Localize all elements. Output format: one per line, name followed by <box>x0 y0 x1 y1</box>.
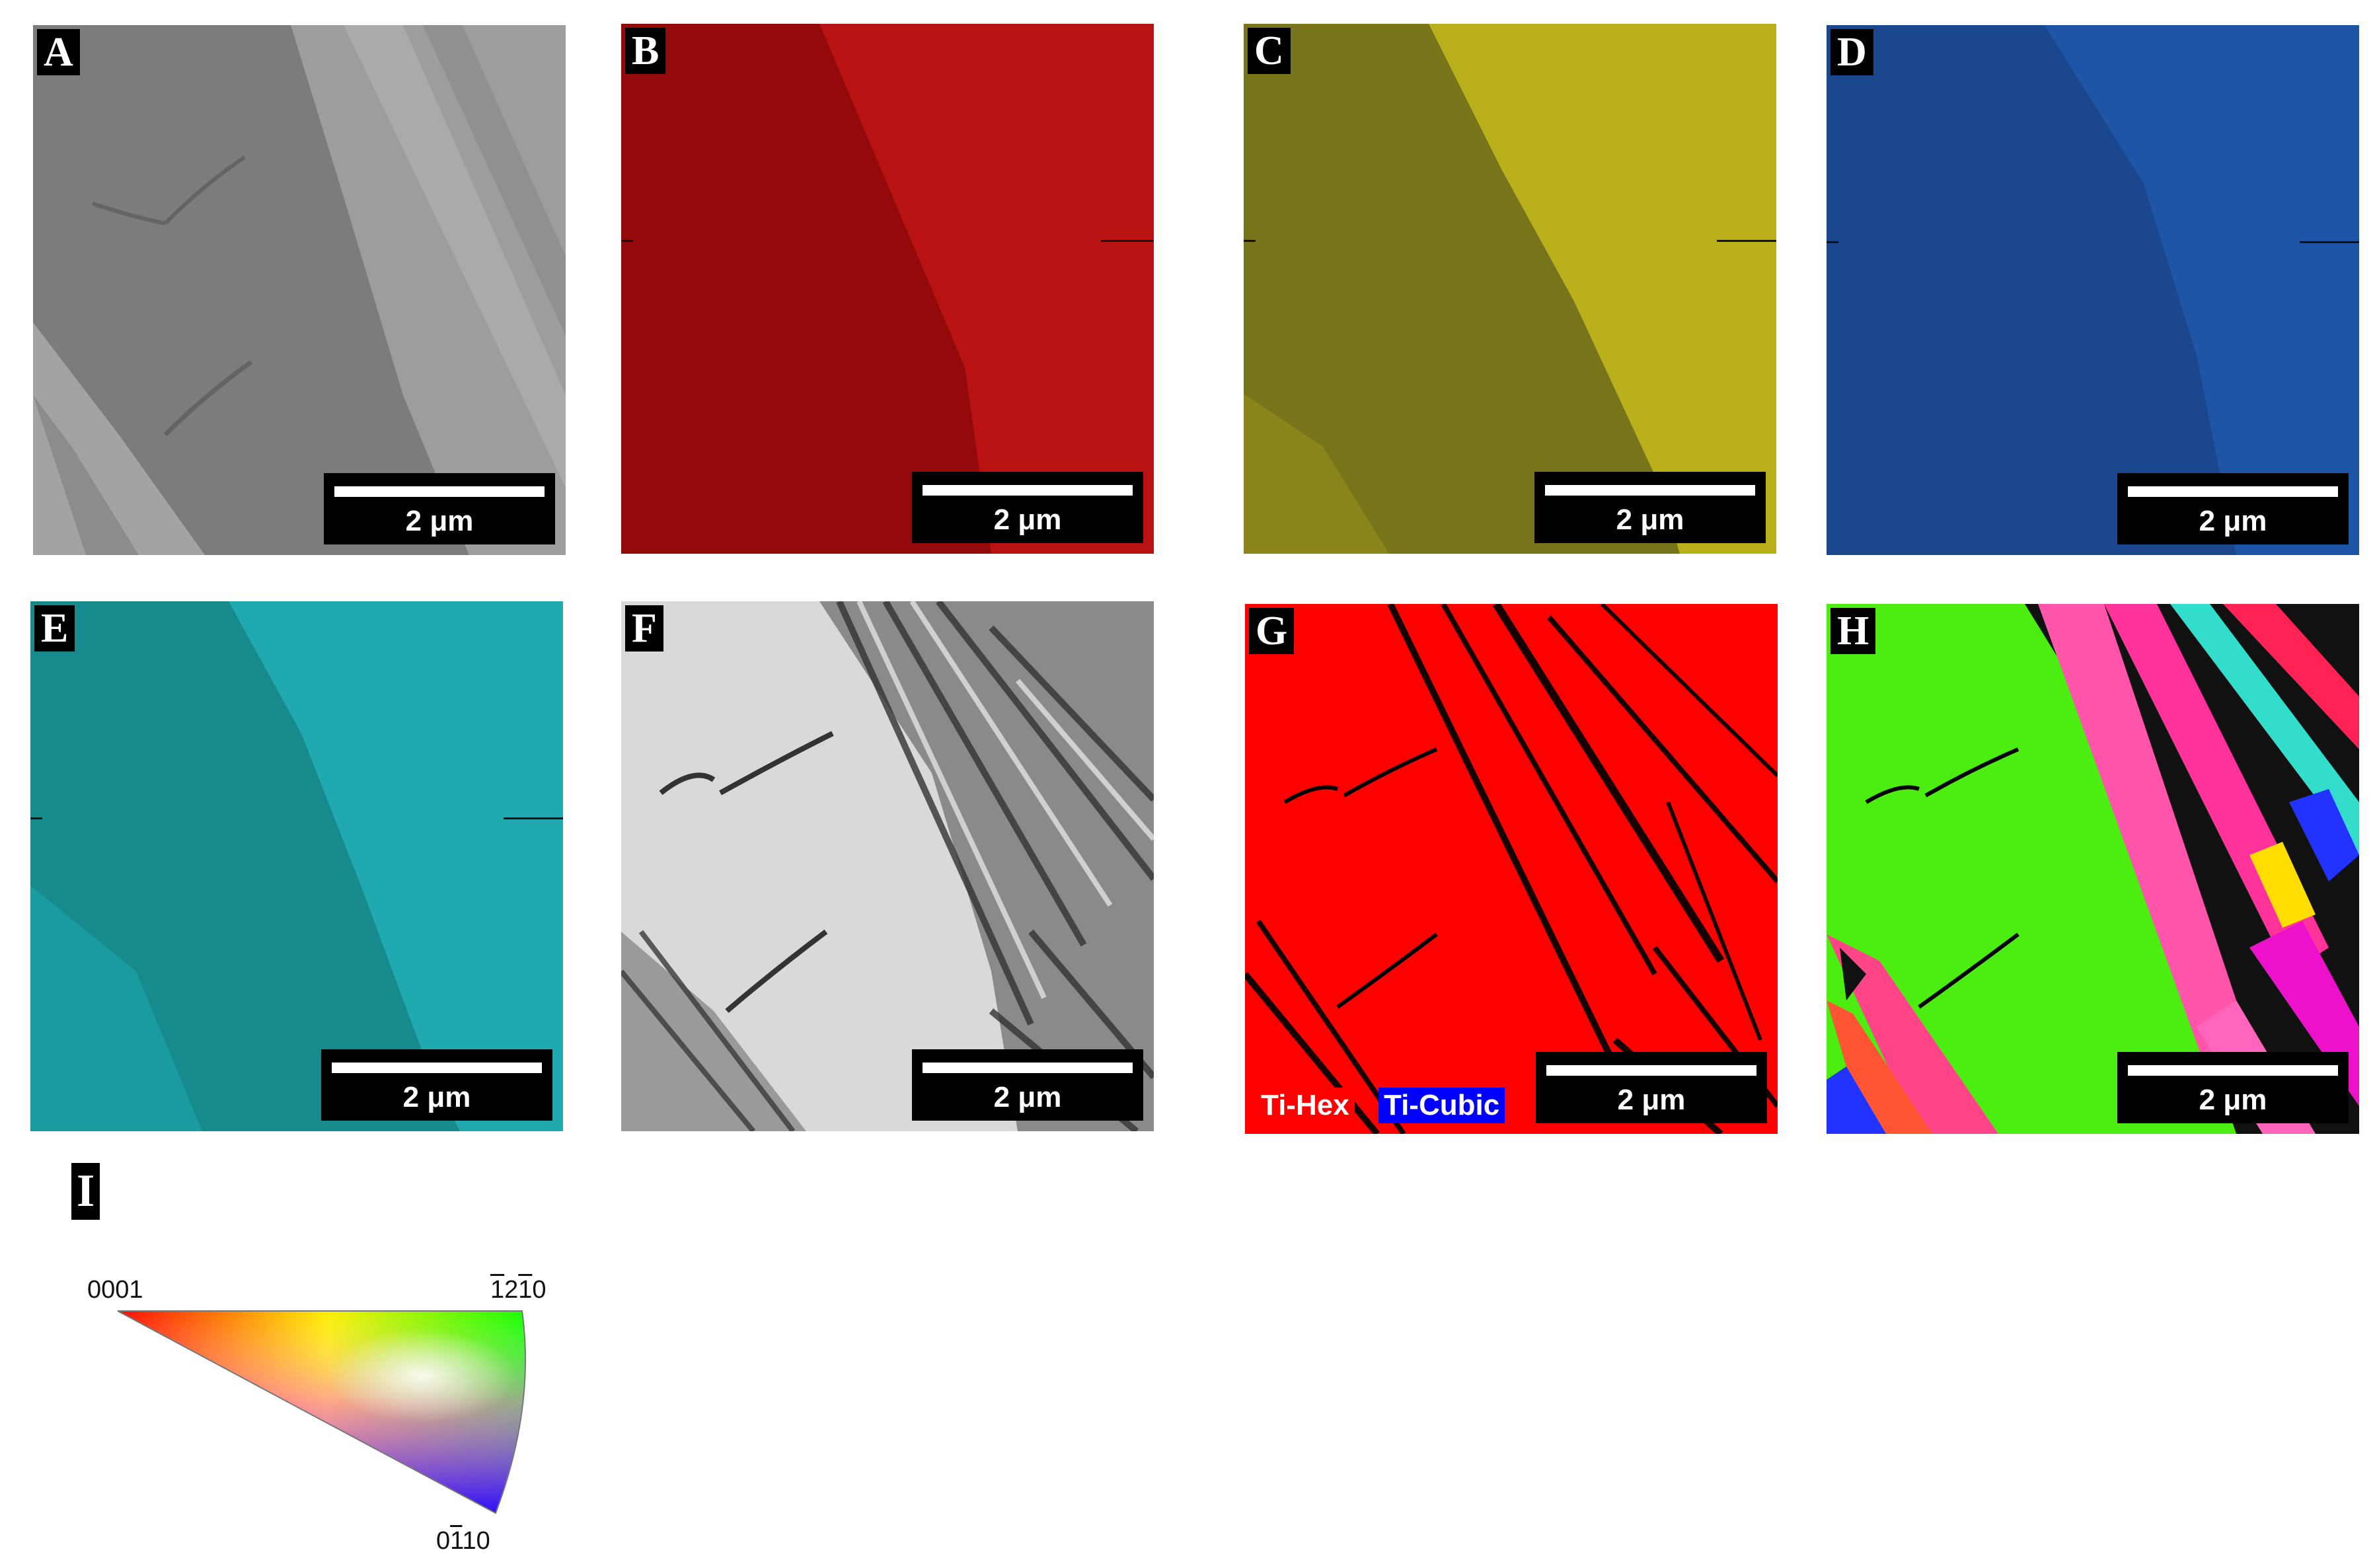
scale-bar: 2 μm <box>1536 1052 1767 1123</box>
marker-line <box>1827 241 1838 243</box>
scale-bar-label: 2 μm <box>993 504 1062 536</box>
scale-bar-line <box>923 485 1133 496</box>
scale-bar-label: 2 μm <box>2199 1084 2267 1116</box>
scale-bar-line <box>334 486 545 497</box>
panel-letter: B <box>625 28 666 74</box>
scale-bar-label: 2 μm <box>993 1081 1062 1113</box>
panel-b: B 2 μm <box>621 24 1154 554</box>
marker-line <box>621 240 633 242</box>
panel-letter: F <box>625 605 663 652</box>
scale-bar-label: 2 μm <box>1616 504 1684 536</box>
panel-a: A 2 μm <box>33 25 566 555</box>
scale-bar: 2 μm <box>324 473 555 544</box>
panel-a-image <box>33 25 566 555</box>
panel-h: H 2 μm <box>1827 604 2359 1134</box>
panel-letter: G <box>1249 608 1295 654</box>
scale-bar-line <box>332 1063 542 1073</box>
marker-line <box>504 817 563 819</box>
panel-g-image <box>1245 604 1778 1134</box>
phase-hex-label: Ti-Hex <box>1256 1088 1355 1123</box>
scale-bar: 2 μm <box>321 1049 552 1121</box>
marker-line <box>1101 240 1154 242</box>
panel-letter-i: I <box>71 1163 100 1220</box>
scale-bar-line <box>1545 485 1755 496</box>
marker-line <box>1244 240 1256 242</box>
ipf-color-key-triangle <box>117 1310 526 1514</box>
scale-bar: 2 μm <box>2117 473 2349 544</box>
panel-letter: A <box>37 29 80 75</box>
panel-d: D 2 μm <box>1827 25 2359 555</box>
panel-e-image <box>30 601 563 1131</box>
panel-b-image <box>621 24 1154 554</box>
marker-line <box>30 817 42 819</box>
panel-letter: E <box>34 605 75 652</box>
marker-line <box>2300 241 2359 243</box>
marker-line <box>1717 240 1776 242</box>
scale-bar-label: 2 μm <box>2199 505 2267 537</box>
panel-d-image <box>1827 25 2359 555</box>
panel-c: C 2 μm <box>1244 24 1776 554</box>
panel-letter: C <box>1248 28 1291 74</box>
panel-f: F 2 μm <box>621 601 1154 1131</box>
panel-letter: D <box>1830 29 1873 75</box>
panel-letter: H <box>1830 608 1876 654</box>
ipf-label-0110: 0110 <box>436 1527 490 1555</box>
scale-bar: 2 μm <box>912 1049 1143 1121</box>
ipf-label-1210: 1210 <box>490 1276 547 1304</box>
phase-cubic-label: Ti-Cubic <box>1378 1088 1505 1123</box>
scale-bar-line <box>923 1063 1133 1073</box>
scale-bar: 2 μm <box>2117 1052 2349 1123</box>
scale-bar-label: 2 μm <box>405 505 474 537</box>
panel-f-image <box>621 601 1154 1131</box>
panel-c-image <box>1244 24 1776 554</box>
panel-e: E 2 μm <box>30 601 563 1131</box>
scale-bar: 2 μm <box>1534 472 1766 543</box>
scale-bar: 2 μm <box>912 472 1143 543</box>
scale-bar-label: 2 μm <box>402 1081 471 1113</box>
panel-h-image <box>1827 604 2359 1134</box>
ipf-label-0001: 0001 <box>87 1276 143 1304</box>
panel-g: Ti-Hex Ti-Cubic G 2 μm <box>1245 604 1778 1134</box>
scale-bar-line <box>2128 486 2338 497</box>
scale-bar-line <box>2128 1065 2338 1076</box>
scale-bar-label: 2 μm <box>1617 1084 1686 1116</box>
scale-bar-line <box>1546 1065 1756 1076</box>
